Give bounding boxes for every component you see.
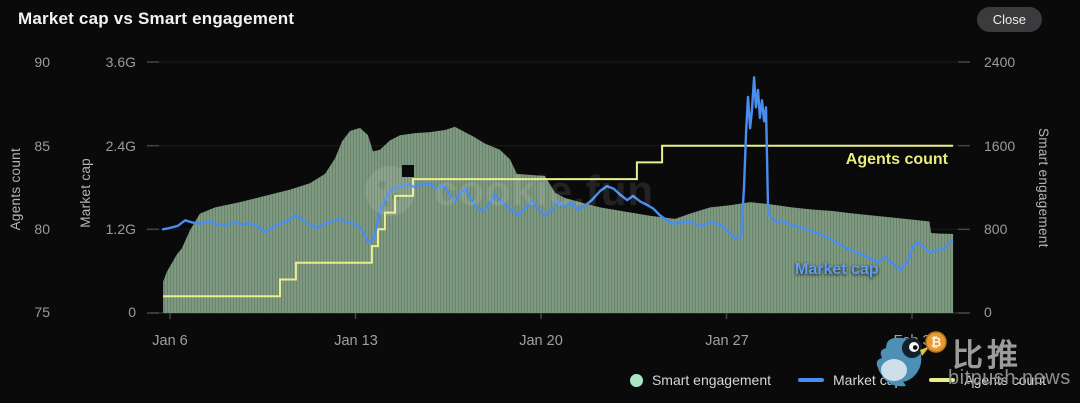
engagement-tick: 0 (984, 304, 992, 320)
x-tick-jan27: Jan 27 (705, 333, 749, 349)
x-tick-feb3: Feb 3 (893, 333, 931, 349)
series-layer (161, 76, 954, 313)
agents-tick: 90 (34, 54, 50, 70)
x-tick-jan20: Jan 20 (519, 333, 563, 349)
smart-engagement-area (163, 126, 954, 313)
agents-count-line-icon (929, 378, 956, 382)
agents-axis-title: Agents count (8, 148, 23, 231)
market-cap-tick: 3.6G (105, 54, 136, 70)
agents-tick: 85 (34, 138, 50, 154)
engagement-tick: 1600 (984, 138, 1016, 154)
agents-count-step-line (163, 144, 954, 298)
engagement-tick: 800 (984, 221, 1008, 237)
market-cap-axis-title: Market cap (78, 158, 93, 228)
agents-tick: 80 (34, 221, 50, 237)
smart-engagement-dot-icon (629, 373, 643, 387)
market-cap-series-label: Market cap (795, 261, 879, 278)
legend-item-smart-engagement[interactable]: Smart engagement (629, 372, 772, 388)
legend-label: Smart engagement (651, 372, 772, 388)
legend-item-agents-count[interactable]: Agents count (929, 372, 1046, 388)
legend-label: Agents count (964, 372, 1046, 388)
market-cap-tick: 1.2G (105, 221, 136, 237)
engagement-tick: 2400 (984, 54, 1016, 70)
market-cap-line (161, 76, 954, 271)
agents-count-series-label: Agents count (845, 151, 948, 168)
axis-tick-marks (147, 61, 970, 319)
market-cap-tick: 2.4G (105, 138, 136, 154)
close-button[interactable]: Close (976, 7, 1042, 32)
legend: Smart engagement Market cap Agents count (629, 372, 1046, 388)
market-cap-tick: 0 (128, 304, 136, 320)
x-tick-jan13: Jan 13 (334, 333, 378, 349)
engagement-axis-title: Smart engagement (1036, 128, 1051, 248)
legend-label: Market cap (833, 372, 903, 388)
x-tick-jan6: Jan 6 (152, 333, 188, 349)
page-title: Market cap vs Smart engagement (18, 9, 295, 28)
market-cap-line-icon (798, 378, 825, 382)
agents-tick: 75 (34, 304, 50, 320)
legend-item-market-cap[interactable]: Market cap (798, 372, 902, 388)
